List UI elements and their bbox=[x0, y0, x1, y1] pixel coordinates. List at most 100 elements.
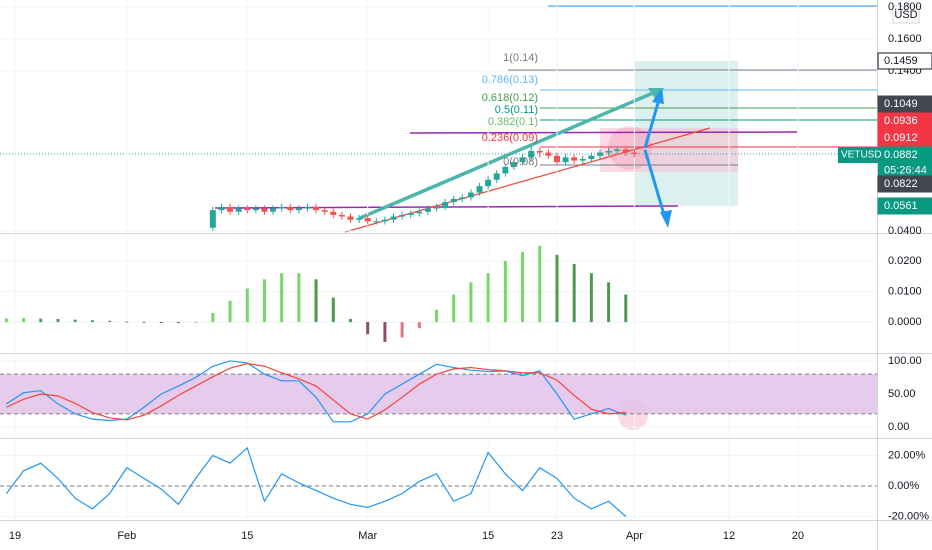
histogram-bar bbox=[469, 282, 473, 323]
histogram-bar bbox=[211, 312, 215, 323]
price-tag-label: 0.0561 bbox=[884, 200, 918, 212]
fib-label: 0.786(0.13) bbox=[482, 74, 538, 86]
candle-body bbox=[571, 157, 578, 161]
candle-body bbox=[545, 152, 552, 156]
candle-body bbox=[390, 216, 397, 220]
histogram-bar bbox=[56, 319, 60, 323]
price-tag bbox=[877, 95, 932, 113]
candle-body bbox=[218, 206, 225, 211]
highlight-circle bbox=[608, 126, 652, 170]
candle-body bbox=[381, 219, 388, 222]
histogram-bar bbox=[90, 320, 94, 323]
candle-body bbox=[313, 206, 320, 211]
histogram-bar bbox=[452, 294, 456, 323]
symbol-tag bbox=[838, 147, 878, 163]
y-tick-label: 0.00 bbox=[888, 421, 909, 433]
price-tag-label: 0.0882 bbox=[884, 149, 918, 161]
arrow bbox=[643, 149, 667, 219]
candle-body bbox=[287, 206, 294, 211]
histogram-bar bbox=[142, 321, 146, 323]
candle-body bbox=[605, 150, 612, 153]
y-tick-label: 50.00 bbox=[888, 388, 916, 400]
candle-body bbox=[347, 216, 354, 220]
candle-body bbox=[614, 149, 621, 151]
band bbox=[0, 374, 877, 414]
x-tick-label: Feb bbox=[117, 530, 136, 542]
candle-body bbox=[502, 166, 509, 174]
price-tag-label: 0.0912 bbox=[884, 132, 918, 144]
candle-body bbox=[588, 155, 595, 159]
price-tag bbox=[877, 112, 932, 130]
y-tick-label: 100.00 bbox=[888, 355, 922, 367]
candle-body bbox=[536, 150, 543, 153]
x-tick-label: 19 bbox=[9, 530, 21, 542]
candle-body bbox=[356, 218, 363, 220]
y-tick-label: 0.0100 bbox=[888, 285, 922, 297]
candle-body bbox=[467, 192, 474, 198]
price-tag-label: 0.1459 bbox=[884, 55, 918, 67]
arrow-head bbox=[652, 88, 664, 104]
candle-body bbox=[244, 208, 251, 211]
candle-body bbox=[235, 208, 242, 212]
countdown-tag bbox=[878, 163, 932, 178]
trend-line bbox=[344, 127, 711, 233]
histogram-bar bbox=[331, 297, 335, 323]
candle-body bbox=[424, 208, 431, 212]
y-tick-label: 20.00% bbox=[888, 449, 926, 461]
x-tick-label: 12 bbox=[723, 530, 735, 542]
candle-body bbox=[596, 152, 603, 156]
candle-body bbox=[631, 152, 638, 154]
histogram-bar bbox=[589, 273, 593, 323]
histogram-bar bbox=[538, 245, 542, 323]
histogram-bar bbox=[228, 300, 232, 323]
y-tick-label: 0.0400 bbox=[888, 225, 922, 237]
x-tick-label: 23 bbox=[551, 530, 563, 542]
candle-body bbox=[528, 150, 535, 158]
histogram-bar bbox=[176, 322, 180, 324]
histogram-bar bbox=[555, 254, 559, 323]
currency: USD bbox=[894, 9, 917, 21]
histogram-bar bbox=[400, 322, 404, 338]
resistance-line bbox=[409, 131, 798, 134]
candle-body bbox=[209, 210, 216, 228]
candle-body bbox=[476, 186, 483, 193]
candle-body bbox=[433, 206, 440, 209]
histogram-bar bbox=[521, 251, 525, 323]
indicator-line bbox=[6, 360, 627, 423]
histogram-bar bbox=[383, 322, 387, 342]
x-tick-label: Mar bbox=[358, 530, 377, 542]
candle-body bbox=[442, 202, 449, 207]
histogram-bar bbox=[607, 282, 611, 323]
price-tag bbox=[877, 197, 932, 215]
histogram-bar bbox=[572, 264, 576, 323]
price-tag-label: 0.0936 bbox=[884, 115, 918, 127]
histogram-bar bbox=[624, 294, 628, 323]
histogram-bar bbox=[435, 309, 439, 323]
histogram-bar bbox=[280, 273, 284, 323]
histogram-bar bbox=[486, 273, 490, 323]
price-tag-label: 0.0822 bbox=[884, 178, 918, 190]
histogram-bar bbox=[108, 320, 112, 323]
candle-body bbox=[485, 179, 492, 187]
marks bbox=[0, 6, 877, 517]
histogram-bar bbox=[262, 279, 266, 323]
countdown: 05:26:44 bbox=[884, 164, 927, 176]
histogram-bar bbox=[245, 288, 249, 323]
candle-body bbox=[399, 214, 406, 217]
candle-body bbox=[278, 206, 285, 209]
trend-line bbox=[359, 88, 661, 220]
y-tick-label: 0.00% bbox=[888, 480, 919, 492]
fib-label: 0.236(0.09) bbox=[482, 132, 538, 144]
price-tag bbox=[877, 52, 932, 70]
candle-body bbox=[270, 208, 277, 212]
candle-body bbox=[579, 158, 586, 161]
histogram-bar bbox=[297, 273, 301, 323]
x-tick-label: 20 bbox=[792, 530, 804, 542]
candle-body bbox=[407, 213, 414, 215]
histogram-bar bbox=[4, 318, 8, 323]
histogram-bar bbox=[194, 321, 198, 323]
candle-body bbox=[450, 198, 457, 203]
